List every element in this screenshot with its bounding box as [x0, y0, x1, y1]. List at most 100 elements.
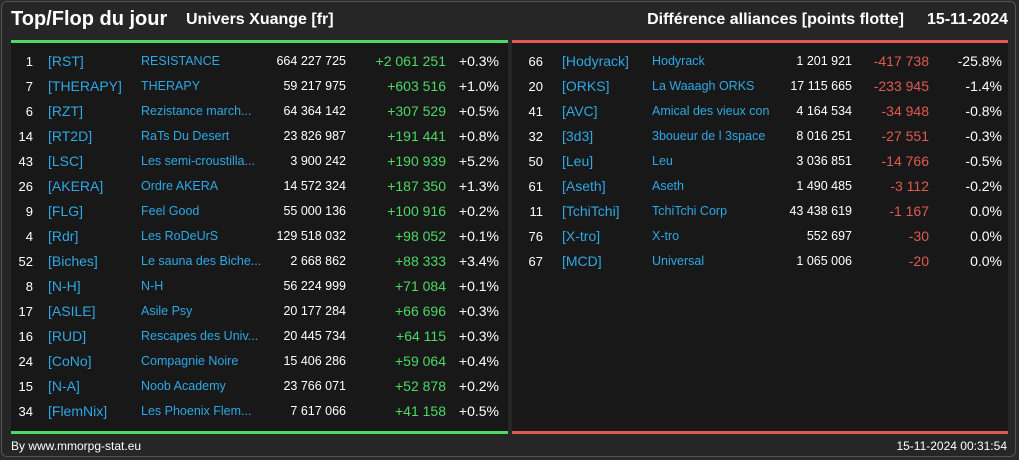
alliance-rank: 43 — [18, 154, 33, 169]
alliance-rank: 34 — [18, 404, 33, 419]
alliance-row: 43 [LSC] Les semi-croustilla... 3 900 242 +1… — [11, 149, 508, 174]
alliance-row: 32 [3d3] 3boueur de l 3space 8 016 251 -27 5… — [512, 124, 1008, 149]
alliance-points: 3 036 851 — [796, 154, 852, 168]
alliance-name-link[interactable]: Asile Psy — [141, 304, 193, 318]
alliance-diff: +187 350 — [387, 178, 446, 194]
alliance-diff: -417 738 — [873, 53, 929, 69]
alliance-name-link[interactable]: RaTs Du Desert — [141, 129, 230, 143]
alliance-rank: 61 — [528, 179, 543, 194]
alliance-row: 14 [RT2D] RaTs Du Desert 23 826 987 +191 441… — [11, 124, 508, 149]
alliance-percent: 0.0% — [970, 228, 1002, 244]
alliance-points: 1 065 006 — [796, 254, 852, 268]
alliance-name-link[interactable]: Noob Academy — [141, 379, 226, 393]
alliance-name-link[interactable]: X-tro — [652, 229, 680, 243]
alliance-tag-link[interactable]: [N-A] — [48, 378, 80, 394]
alliance-name-link[interactable]: Les Phoenix Flem... — [141, 404, 252, 418]
alliance-tag-link[interactable]: [Aseth] — [562, 178, 606, 194]
alliance-tag-link[interactable]: [Leu] — [562, 153, 594, 169]
alliance-percent: +5.2% — [458, 153, 499, 169]
alliance-percent: +0.1% — [458, 278, 499, 294]
alliance-tag-link[interactable]: [CoNo] — [48, 353, 92, 369]
alliance-name-link[interactable]: THERAPY — [141, 79, 201, 93]
alliance-tag-link[interactable]: [Biches] — [48, 253, 98, 269]
alliance-points: 4 164 534 — [796, 104, 852, 118]
alliance-name-link[interactable]: Leu — [652, 154, 673, 168]
alliance-name-link[interactable]: N-H — [141, 279, 164, 293]
alliance-diff: -20 — [908, 253, 929, 269]
alliance-name-link[interactable]: Universal — [652, 254, 705, 268]
alliance-percent: +0.5% — [458, 403, 499, 419]
alliance-tag-link[interactable]: [X-tro] — [562, 228, 601, 244]
alliance-name-link[interactable]: Rezistance march... — [141, 104, 252, 118]
alliance-name-link[interactable]: Rescapes des Univ... — [141, 329, 259, 343]
alliance-points: 56 224 999 — [283, 279, 346, 293]
alliance-rank: 1 — [25, 54, 33, 69]
alliance-points: 3 900 242 — [290, 154, 346, 168]
alliance-points: 2 668 862 — [290, 254, 346, 268]
alliance-name-link[interactable]: Ordre AKERA — [141, 179, 219, 193]
alliance-tag-link[interactable]: [Hodyrack] — [562, 53, 629, 69]
alliance-name-link[interactable]: Aseth — [652, 179, 684, 193]
alliance-percent: -25.8% — [957, 53, 1002, 69]
alliance-tag-link[interactable]: [FLG] — [48, 203, 84, 219]
alliance-row: 17 [ASILE] Asile Psy 20 177 284 +66 696 +0.3% — [11, 299, 508, 324]
alliance-row: 16 [RUD] Rescapes des Univ... 20 445 734 +64… — [11, 324, 508, 349]
alliance-row: 41 [AVC] Amical des vieux con 4 164 534 -34 … — [512, 99, 1008, 124]
alliance-name-link[interactable]: RESISTANCE — [141, 54, 220, 68]
alliance-row: 66 [Hodyrack] Hodyrack 1 201 921 -417 738 -25… — [512, 49, 1008, 74]
alliance-name-link[interactable]: 3boueur de l 3space — [652, 129, 766, 143]
alliance-name-link[interactable]: Les semi-croustilla... — [141, 154, 255, 168]
alliance-tag-link[interactable]: [AVC] — [562, 103, 598, 119]
alliance-points: 14 572 324 — [283, 179, 346, 193]
alliance-tag-link[interactable]: [LSC] — [48, 153, 84, 169]
alliance-diff: +190 939 — [387, 153, 446, 169]
alliance-name-link[interactable]: Feel Good — [141, 204, 200, 218]
alliance-tag-link[interactable]: [ASILE] — [48, 303, 96, 319]
alliance-points: 15 406 286 — [283, 354, 346, 368]
alliance-rank: 41 — [528, 104, 543, 119]
alliance-tag-link[interactable]: [FlemNix] — [48, 403, 108, 419]
alliance-points: 17 115 665 — [790, 79, 852, 93]
alliance-row: 4 [Rdr] Les RoDeUrS 129 518 032 +98 052 +0.1% — [11, 224, 508, 249]
alliance-points: 64 364 142 — [283, 104, 346, 118]
alliance-name-link[interactable]: Le sauna des Biche... — [141, 254, 262, 268]
alliance-name-link[interactable]: Hodyrack — [652, 54, 705, 68]
alliance-tag-link[interactable]: [THERAPY] — [48, 78, 122, 94]
alliance-tag-link[interactable]: [ORKS] — [562, 78, 610, 94]
alliance-rank: 24 — [18, 354, 33, 369]
alliance-percent: +0.3% — [458, 53, 499, 69]
alliance-name-link[interactable]: Amical des vieux con — [652, 104, 770, 118]
top-alliances-panel: 1 [RST] RESISTANCE 664 227 725 +2 061 251 +0.… — [11, 40, 508, 434]
alliance-name-link[interactable]: Compagnie Noire — [141, 354, 239, 368]
alliance-diff: -34 948 — [881, 103, 929, 119]
flop-alliances-panel: 66 [Hodyrack] Hodyrack 1 201 921 -417 738 -25… — [512, 40, 1008, 434]
alliance-rank: 16 — [18, 329, 33, 344]
alliance-tag-link[interactable]: [N-H] — [48, 278, 81, 294]
alliance-points: 43 438 619 — [789, 204, 852, 218]
alliance-points: 552 697 — [806, 229, 852, 243]
alliance-name-link[interactable]: La Waaagh ORKS — [652, 79, 755, 93]
alliance-diff: -1 167 — [889, 203, 929, 219]
alliance-row: 50 [Leu] Leu 3 036 851 -14 766 -0.5% — [512, 149, 1008, 174]
alliance-name-link[interactable]: TchiTchi Corp — [652, 204, 728, 218]
alliance-row: 11 [TchiTchi] TchiTchi Corp 43 438 619 -1 16… — [512, 199, 1008, 224]
alliance-percent: 0.0% — [970, 203, 1002, 219]
alliance-name-link[interactable]: Les RoDeUrS — [141, 229, 219, 243]
alliance-rank: 11 — [529, 204, 544, 219]
alliance-row: 26 [AKERA] Ordre AKERA 14 572 324 +187 350 +1… — [11, 174, 508, 199]
alliance-tag-link[interactable]: [RST] — [48, 53, 84, 69]
alliance-tag-link[interactable]: [AKERA] — [48, 178, 104, 194]
alliance-percent: +0.3% — [458, 328, 499, 344]
alliance-tag-link[interactable]: [MCD] — [562, 253, 602, 269]
alliance-tag-link[interactable]: [3d3] — [562, 128, 594, 144]
alliance-row: 1 [RST] RESISTANCE 664 227 725 +2 061 251 +0.… — [11, 49, 508, 74]
alliance-tag-link[interactable]: [TchiTchi] — [562, 203, 620, 219]
alliance-tag-link[interactable]: [Rdr] — [48, 228, 79, 244]
alliance-rank: 52 — [18, 254, 33, 269]
alliance-percent: +0.8% — [458, 128, 499, 144]
alliance-diff: +59 064 — [395, 353, 446, 369]
alliance-tag-link[interactable]: [RT2D] — [48, 128, 93, 144]
alliance-tag-link[interactable]: [RUD] — [48, 328, 87, 344]
alliance-diff: -14 766 — [881, 153, 929, 169]
alliance-tag-link[interactable]: [RZT] — [48, 103, 83, 119]
